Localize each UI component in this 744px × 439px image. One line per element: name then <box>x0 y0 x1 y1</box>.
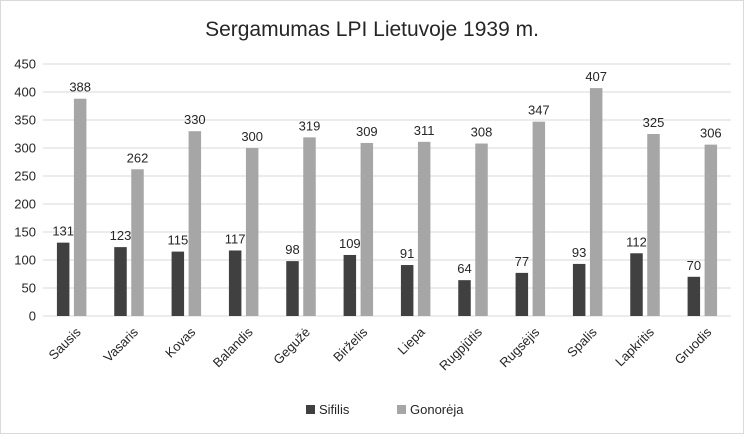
bar-gonorėja <box>188 131 202 316</box>
y-tick-label: 300 <box>14 141 36 156</box>
data-label: 325 <box>643 115 665 130</box>
data-label: 70 <box>687 258 701 273</box>
bar-gonorėja <box>245 148 259 316</box>
bar-sifilis <box>56 242 70 316</box>
bar-sifilis <box>630 253 643 316</box>
data-label: 91 <box>400 246 414 261</box>
bar-gonorėja <box>360 142 374 316</box>
data-label: 64 <box>457 261 471 276</box>
bar-gonorėja <box>475 143 488 316</box>
bar-gonorėja <box>131 169 144 316</box>
y-tick-label: 100 <box>14 253 36 268</box>
data-label: 347 <box>528 103 550 118</box>
data-label: 262 <box>127 150 149 165</box>
bar-sifilis <box>114 247 127 316</box>
data-label: 117 <box>225 231 246 246</box>
bar-gonorėja <box>73 98 87 316</box>
data-label: 123 <box>110 228 132 243</box>
data-label: 77 <box>515 254 529 269</box>
bar-sifilis <box>343 254 357 316</box>
y-tick-label: 50 <box>22 281 36 296</box>
y-tick-label: 350 <box>14 113 36 128</box>
data-label: 306 <box>700 126 722 141</box>
bar-sifilis <box>515 272 529 316</box>
bar-sifilis <box>171 251 185 316</box>
legend-swatch-1 <box>397 405 406 414</box>
bar-gonorėja <box>417 141 431 316</box>
bar-gonorėja <box>589 88 603 316</box>
legend-swatch-0 <box>306 405 315 414</box>
bar-gonorėja <box>647 134 660 316</box>
data-label: 115 <box>167 233 188 248</box>
bar-sifilis <box>400 265 414 316</box>
bar-sifilis <box>572 263 586 316</box>
bars <box>56 88 718 317</box>
data-label: 131 <box>52 224 74 239</box>
data-label: 112 <box>626 234 647 249</box>
data-label: 407 <box>585 69 607 84</box>
data-label: 93 <box>572 245 586 260</box>
y-tick-label: 150 <box>14 225 36 240</box>
data-label: 308 <box>471 125 493 140</box>
data-label: 300 <box>241 129 263 144</box>
bar-sifilis <box>286 261 299 316</box>
y-tick-label: 0 <box>29 309 36 324</box>
y-tick-label: 200 <box>14 197 36 212</box>
y-tick-label: 400 <box>14 85 36 100</box>
gridlines <box>43 63 731 317</box>
data-label: 98 <box>285 242 299 257</box>
bar-sifilis <box>228 250 242 316</box>
data-label: 109 <box>339 236 361 251</box>
legend: Sifilis Gonorėja <box>306 402 464 417</box>
data-label: 311 <box>414 123 435 138</box>
data-label: 309 <box>356 124 378 139</box>
bar-sifilis <box>687 276 701 316</box>
chart-title: Sergamumas LPI Lietuvoje 1939 m. <box>205 18 539 41</box>
data-label: 319 <box>299 118 321 133</box>
legend-label: Gonorėja <box>410 402 464 417</box>
y-tick-label: 250 <box>14 169 36 184</box>
bar-gonorėja <box>704 144 718 316</box>
y-tick-label: 450 <box>14 57 36 72</box>
bar-gonorėja <box>303 137 316 316</box>
data-label: 388 <box>69 80 91 95</box>
bar-sifilis <box>458 280 471 316</box>
legend-label: Sifilis <box>319 402 350 417</box>
data-label: 330 <box>184 112 206 127</box>
data-labels: 131 388 123 262 115 330 117 300 98 319 109 309 91 311… <box>52 69 721 276</box>
bar-gonorėja <box>532 121 546 317</box>
y-axis: 0 50 100 150 200 250 300 350 400 450 <box>14 57 36 324</box>
